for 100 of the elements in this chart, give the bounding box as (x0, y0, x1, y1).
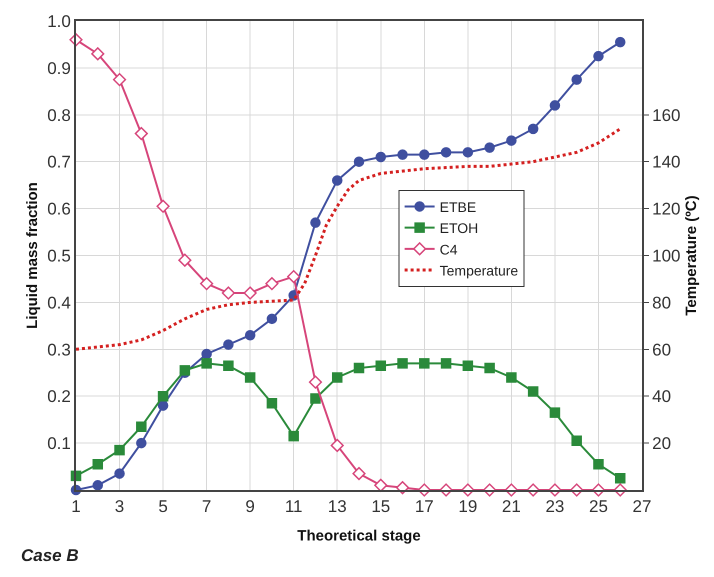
point (158, 400, 168, 411)
y-axis-title: Liquid mass fraction (24, 182, 41, 329)
point (222, 286, 235, 300)
point (462, 360, 474, 371)
y-tick-label: 0.5 (47, 246, 71, 266)
y-tick-label: 0.8 (47, 106, 71, 125)
point (376, 152, 386, 162)
legend-label: Temperature (440, 262, 518, 278)
point (374, 478, 388, 492)
point (462, 147, 474, 158)
point (419, 358, 430, 369)
x-tick-label: 21 (502, 497, 521, 516)
point (112, 73, 126, 86)
point (397, 358, 408, 369)
x-tick-label: 5 (158, 497, 168, 516)
point (571, 74, 582, 85)
x-tick-label: 11 (284, 497, 303, 516)
legend-label: C4 (440, 241, 458, 258)
point (528, 386, 538, 397)
text: Case B (21, 546, 79, 565)
point (178, 254, 192, 267)
point (484, 142, 495, 153)
point (201, 348, 212, 360)
point (91, 47, 104, 60)
point (136, 421, 147, 432)
point (114, 468, 125, 479)
point (158, 390, 168, 402)
y2-tick-label: 140 (652, 152, 681, 172)
legend-label: ETOH (440, 220, 478, 236)
point (156, 200, 170, 213)
y-tick-label: 0.4 (47, 293, 71, 312)
y-tick-label: 0.1 (47, 434, 71, 454)
y-tick-label: 0.3 (47, 340, 71, 360)
y2-axis-title: Temperature (ºC) (683, 195, 700, 316)
y2-tick-label: 20 (652, 434, 672, 454)
point (134, 126, 148, 140)
point (310, 393, 321, 404)
x-axis-title: Theoretical stage (297, 528, 421, 545)
point (287, 270, 300, 284)
point (440, 358, 452, 369)
y2-tick-label: 80 (652, 293, 672, 312)
point (354, 156, 364, 167)
y-tick-label: 0.7 (47, 152, 71, 172)
y2-tick-label: 160 (652, 106, 681, 125)
y2-tick-label: 100 (652, 246, 681, 266)
point (571, 436, 582, 446)
point (332, 175, 342, 186)
point (310, 217, 321, 228)
y-tick-label: 0.6 (47, 200, 71, 219)
point (244, 286, 257, 300)
point (550, 407, 560, 418)
point (440, 147, 452, 158)
point (593, 50, 604, 62)
y2-tick-label: 40 (652, 387, 672, 406)
point (265, 277, 279, 290)
point (528, 124, 538, 134)
point (266, 398, 278, 408)
point (223, 360, 234, 371)
point (136, 438, 147, 448)
y-tick-label: 0.9 (47, 58, 71, 78)
point (376, 360, 386, 371)
point (506, 372, 517, 383)
point (244, 372, 256, 383)
point (484, 362, 495, 374)
point (244, 330, 256, 340)
point (614, 473, 626, 484)
point (92, 458, 104, 470)
point (593, 458, 604, 470)
x-tick-label: 3 (114, 497, 124, 516)
x-tick-label: 13 (328, 497, 347, 516)
point (397, 149, 408, 160)
point (114, 444, 125, 456)
legend-label: ETBE (440, 198, 476, 215)
y-tick-label: 0.2 (47, 387, 71, 406)
x-tick-label: 27 (632, 497, 652, 516)
x-tick-label: 15 (371, 497, 390, 516)
point (352, 466, 366, 480)
x-tick-label: 17 (414, 497, 434, 516)
x-tick-label: 1 (71, 497, 81, 516)
point (330, 438, 344, 452)
x-tick-label: 9 (245, 497, 255, 516)
point (92, 480, 104, 491)
point (419, 149, 430, 160)
point (288, 430, 299, 442)
point (266, 314, 278, 324)
point (506, 135, 517, 146)
x-tick-label: 7 (202, 497, 212, 516)
line-series (76, 127, 622, 351)
point (180, 365, 190, 376)
point (223, 339, 234, 350)
x-tick-label: 23 (545, 497, 564, 516)
point (308, 376, 322, 389)
text: 1.0 (47, 12, 71, 31)
point (201, 358, 212, 369)
x-tick-label: 19 (458, 497, 478, 516)
point (354, 362, 364, 374)
x-tick-label: 25 (589, 497, 608, 516)
y2-tick-label: 120 (652, 200, 681, 219)
y2-tick-label: 60 (652, 340, 672, 360)
point (550, 100, 560, 111)
